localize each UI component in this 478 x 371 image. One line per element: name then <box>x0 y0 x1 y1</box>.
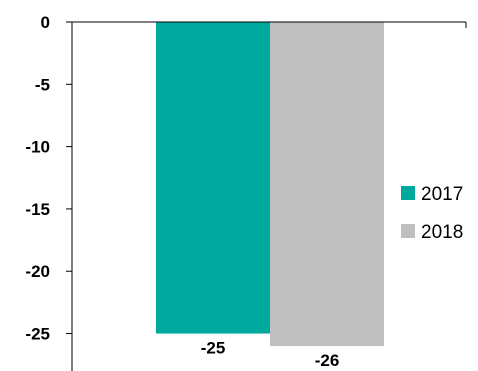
axes-group <box>71 21 467 371</box>
legend-label-2017: 2017 <box>421 184 463 205</box>
bar-2018 <box>270 22 384 346</box>
bars-group <box>156 22 384 346</box>
bar-2017 <box>156 22 270 334</box>
legend-label-2018: 2018 <box>421 222 463 243</box>
y-tick-label: 0 <box>41 13 50 32</box>
legend-swatch-2017 <box>401 186 415 200</box>
y-tick-label: -5 <box>35 75 50 94</box>
legend-swatch-2018 <box>401 224 415 238</box>
data-label-2017: -25 <box>201 339 226 358</box>
y-tick-label: -15 <box>25 200 50 219</box>
legend: 2017 2018 <box>401 184 463 243</box>
y-tick-label: -20 <box>25 262 50 281</box>
y-tick-label: -25 <box>25 325 50 344</box>
data-label-2018: -26 <box>315 351 340 370</box>
y-tick-label: -10 <box>25 138 50 157</box>
y-axis-ticks: 0 -5 -10 -15 -20 -25 <box>25 13 72 344</box>
data-labels: -25 -26 <box>201 339 340 370</box>
